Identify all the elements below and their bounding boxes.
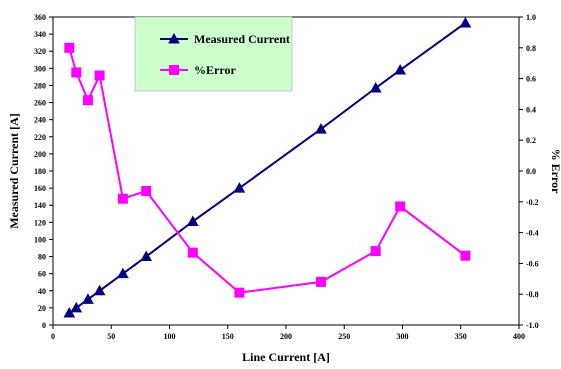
data-point-triangle <box>315 123 327 134</box>
x-tick-label: 50 <box>107 332 115 341</box>
legend-swatch-marker <box>169 65 179 75</box>
data-point-triangle <box>82 293 94 304</box>
y-tick-label: 360 <box>34 13 46 22</box>
data-point-triangle <box>369 81 382 93</box>
legend-box <box>134 16 293 92</box>
y-tick-label: 40 <box>38 287 46 296</box>
y-tick-label: 140 <box>34 201 46 210</box>
y-axis-ticks: 0 20 40 60 80 100 120 140 160 180 200 220 240 260 280 3… <box>34 13 53 330</box>
y-tick-label: 100 <box>34 235 46 244</box>
y2-tick-label: 0.6 <box>526 75 536 84</box>
x-tick-label: 0 <box>51 332 55 341</box>
data-point-triangle <box>459 16 472 28</box>
y-tick-label: 180 <box>34 167 46 176</box>
data-point-square <box>71 67 82 78</box>
y2-tick-label: -1.0 <box>526 321 539 330</box>
data-point-square <box>82 95 93 106</box>
series-layer <box>63 16 472 318</box>
legend-label: %Error <box>194 63 236 77</box>
y-tick-label: 120 <box>34 218 46 227</box>
x-tick-label: 100 <box>164 332 176 341</box>
x-axis-ticks: 0 50 100 150 200 250 300 350 400 <box>51 325 525 341</box>
x-tick-label: 250 <box>338 332 350 341</box>
data-point-square <box>141 186 152 197</box>
y2-axis-ticks: 1.0 0.8 0.6 0.4 0.2 0.0 -0.2 -0.4 -0.6 -0.8 -1.0 <box>519 13 539 330</box>
data-point-square <box>64 42 75 53</box>
y2-tick-label: -0.2 <box>526 198 539 207</box>
data-point-triangle <box>93 284 106 296</box>
data-point-triangle <box>394 64 407 75</box>
y-tick-label: 20 <box>38 304 46 313</box>
x-tick-label: 400 <box>513 332 525 341</box>
y-tick-label: 240 <box>34 116 46 125</box>
y2-axis-title: % Error <box>549 149 561 194</box>
y-tick-label: 160 <box>34 184 46 193</box>
data-point-square <box>395 201 406 212</box>
x-tick-label: 350 <box>455 332 467 341</box>
y-tick-label: 200 <box>34 150 46 159</box>
series-percent-error <box>64 42 471 298</box>
data-point-square <box>94 70 105 81</box>
y-axis-title: Measured Current [A] <box>7 113 21 229</box>
y-tick-label: 60 <box>38 270 46 279</box>
y-tick-label: 340 <box>34 30 46 39</box>
data-point-triangle <box>140 250 153 262</box>
data-point-triangle <box>70 301 83 313</box>
y2-tick-label: -0.8 <box>526 290 539 299</box>
y2-tick-label: 0.4 <box>526 105 536 114</box>
y2-tick-label: 0.8 <box>526 44 536 53</box>
y-tick-label: 0 <box>42 321 46 330</box>
data-point-triangle <box>63 306 76 318</box>
y2-tick-label: 1.0 <box>526 13 536 22</box>
y-tick-label: 220 <box>34 133 46 142</box>
y-tick-label: 320 <box>34 47 46 56</box>
x-tick-label: 200 <box>280 332 292 341</box>
data-point-triangle <box>233 182 246 193</box>
legend-label: Measured Current <box>194 32 290 46</box>
data-point-square <box>460 250 471 261</box>
data-point-triangle <box>117 267 129 279</box>
y2-tick-label: 0.0 <box>526 167 536 176</box>
x-tick-label: 150 <box>222 332 234 341</box>
x-tick-label: 300 <box>397 332 409 341</box>
y2-tick-label: -0.4 <box>526 229 539 238</box>
data-point-square <box>234 287 245 298</box>
x-axis-title: Line Current [A] <box>242 350 330 364</box>
data-point-square <box>370 246 381 257</box>
y-tick-label: 280 <box>34 81 46 90</box>
series-measured-current <box>63 16 472 318</box>
data-point-triangle <box>186 215 199 226</box>
data-point-square <box>187 247 198 258</box>
y2-tick-label: -0.6 <box>526 259 539 268</box>
y-tick-label: 260 <box>34 99 46 108</box>
y-tick-label: 80 <box>38 253 46 262</box>
data-point-square <box>315 276 326 287</box>
legend: Measured Current %Error <box>134 16 293 92</box>
data-point-square <box>117 193 128 204</box>
legend-swatch-marker <box>168 32 180 44</box>
y2-tick-label: 0.2 <box>526 136 536 145</box>
y-tick-label: 300 <box>34 64 46 73</box>
